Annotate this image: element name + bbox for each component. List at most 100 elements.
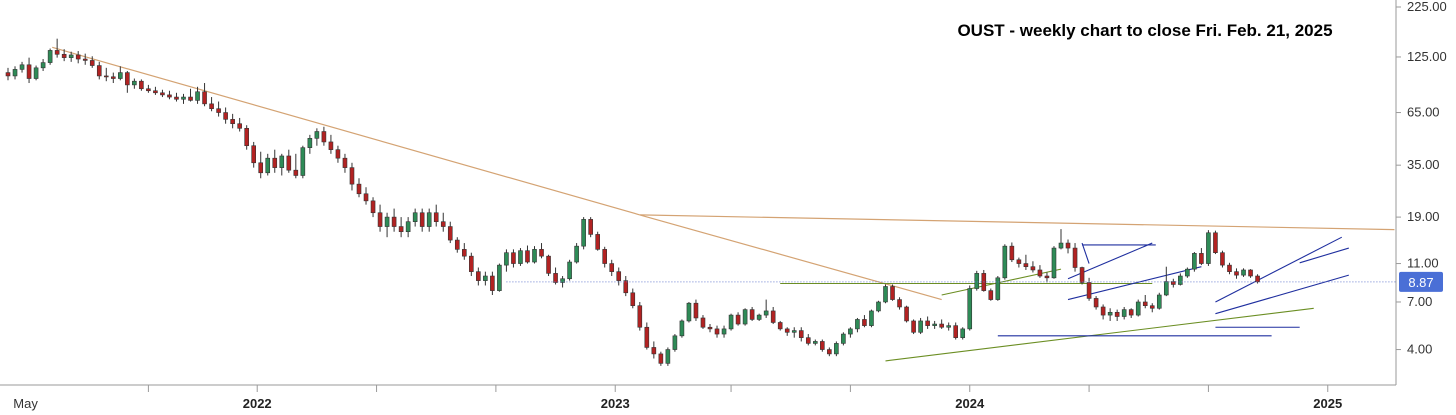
candle xyxy=(195,86,200,104)
candle-body xyxy=(939,323,944,328)
candle-body xyxy=(911,320,916,333)
candle-body xyxy=(12,69,18,77)
candle xyxy=(68,51,74,62)
candle-body xyxy=(820,341,825,350)
candle xyxy=(279,153,285,176)
candle-body xyxy=(1030,266,1036,271)
candle-body xyxy=(377,212,383,227)
candle xyxy=(61,49,67,62)
candle xyxy=(314,128,320,146)
candle xyxy=(1002,244,1008,280)
candle-body xyxy=(883,286,888,303)
candle-body xyxy=(679,320,685,337)
candle xyxy=(1051,246,1057,279)
candle xyxy=(567,259,572,281)
candle xyxy=(1009,242,1015,263)
y-tick-label: 35.00 xyxy=(1407,157,1440,172)
x-axis-label: 2022 xyxy=(243,396,272,411)
candle-body xyxy=(237,123,242,129)
candle xyxy=(483,271,488,286)
candle-body xyxy=(1178,275,1183,285)
candle xyxy=(546,254,551,277)
candle-body xyxy=(1037,269,1043,277)
candle xyxy=(433,204,439,227)
candle xyxy=(1227,262,1232,275)
channel-line xyxy=(1081,242,1090,264)
candle-body xyxy=(623,280,629,294)
candle-body xyxy=(279,155,285,168)
candle xyxy=(518,248,523,266)
candle-body xyxy=(539,249,544,257)
candle xyxy=(82,53,88,65)
candle xyxy=(609,259,615,277)
candle xyxy=(1058,229,1064,250)
candle xyxy=(777,320,783,331)
candle xyxy=(426,208,432,232)
candle-body xyxy=(1093,298,1099,308)
candle xyxy=(384,212,390,238)
candle-body xyxy=(181,96,186,100)
candle xyxy=(26,57,32,84)
candle xyxy=(47,48,53,65)
candle xyxy=(1121,306,1127,320)
candle-body xyxy=(602,249,608,264)
x-axis-label: 2024 xyxy=(955,396,985,411)
candle-body xyxy=(1051,247,1057,279)
candle-body xyxy=(876,301,881,312)
candle xyxy=(1107,308,1113,321)
candle-body xyxy=(995,277,1001,300)
candle xyxy=(539,243,544,259)
candle xyxy=(721,325,727,338)
resistance-line xyxy=(639,214,1395,231)
candle xyxy=(111,72,116,84)
candle xyxy=(447,221,453,244)
candle xyxy=(469,252,474,277)
candle-body xyxy=(174,96,179,100)
candle xyxy=(454,237,460,253)
candle xyxy=(574,243,579,264)
x-axis-ticks: May 2022 2023 2024 2025 xyxy=(13,385,1342,411)
candle xyxy=(595,231,600,251)
candle xyxy=(827,347,832,357)
candle xyxy=(286,149,292,173)
candle xyxy=(1156,292,1162,310)
candle xyxy=(805,334,811,346)
candle-body xyxy=(525,250,530,263)
candle-body xyxy=(707,326,713,330)
candle-body xyxy=(96,65,102,77)
candle-body xyxy=(1149,305,1155,309)
candle xyxy=(525,245,530,264)
candle xyxy=(1135,299,1141,317)
candle xyxy=(153,86,158,95)
y-tick-label: 225.00 xyxy=(1407,0,1447,14)
candle-body xyxy=(904,306,909,322)
candle-body xyxy=(1255,275,1260,283)
candle-body xyxy=(728,314,734,330)
candle xyxy=(686,301,692,323)
candle xyxy=(784,327,790,336)
candle xyxy=(700,315,706,329)
candle xyxy=(602,246,608,268)
candle xyxy=(1016,257,1022,268)
candle-body xyxy=(321,131,327,143)
candle xyxy=(897,297,902,310)
candle xyxy=(497,263,502,292)
candle xyxy=(96,61,102,80)
candle xyxy=(1164,266,1169,297)
candle-body xyxy=(1241,269,1246,276)
candle-body xyxy=(307,138,313,148)
candle xyxy=(925,316,930,329)
candle-body xyxy=(574,245,579,263)
candle-body xyxy=(1002,245,1008,279)
candle xyxy=(1213,230,1218,255)
candle xyxy=(728,313,734,331)
candle-body xyxy=(146,88,151,92)
candle xyxy=(89,56,95,68)
candle xyxy=(103,67,109,82)
candle-body xyxy=(1023,263,1029,268)
candle xyxy=(1030,261,1036,273)
candle xyxy=(560,276,565,288)
candle-body xyxy=(960,328,966,338)
candle-body xyxy=(1016,259,1022,264)
